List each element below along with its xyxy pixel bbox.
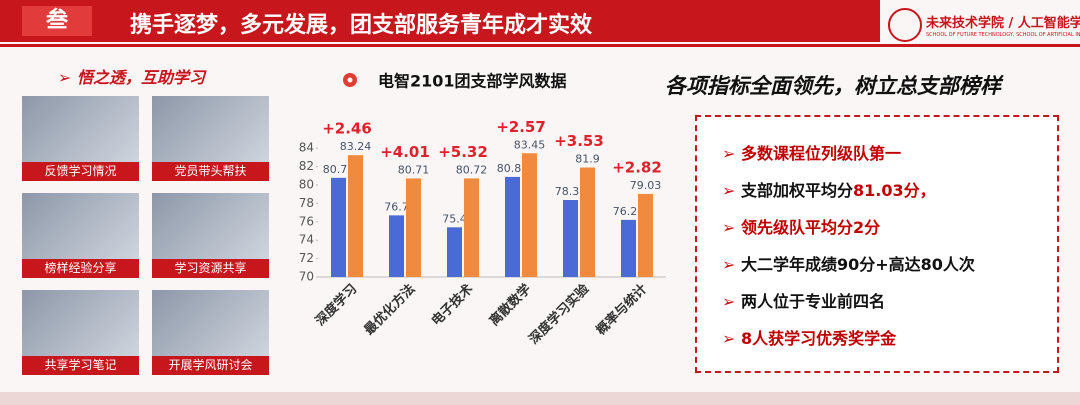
value-label: 83.45 [514, 138, 546, 151]
item-text: 大二学年成绩90分+高达80人次 [740, 255, 975, 274]
bullet: ➢ [722, 292, 741, 311]
value-label: 76.21 [613, 205, 645, 218]
y-tick-label: 72 [299, 251, 314, 265]
annotation: +2.46 [322, 120, 372, 138]
photo [22, 290, 139, 356]
y-tick-label: 74 [299, 233, 314, 247]
photo-label: 学习资源共享 [152, 259, 269, 278]
header-bar [0, 0, 880, 42]
list-item: ➢ 两人位于专业前四名 [722, 288, 885, 312]
value-label: 75.4 [442, 212, 467, 225]
y-tick-label: 82 [299, 159, 314, 173]
chart-title: 电智2101团支部学风数据 [378, 72, 567, 91]
list-item: ➢ 大二学年成绩90分+高达80人次 [722, 251, 975, 275]
bar [348, 155, 363, 277]
x-tick-label: 离散数学 [486, 281, 534, 329]
photo-label: 共享学习笔记 [22, 356, 139, 375]
pin-icon [343, 56, 357, 70]
x-tick-label: 电子技术 [428, 281, 476, 329]
photo [152, 193, 269, 259]
highlight-box [695, 115, 1059, 373]
item-text: 领先级队平均分2分 [740, 218, 881, 237]
x-tick-label: 概率与统计 [593, 281, 650, 338]
bar [406, 178, 421, 277]
section-badge: 叁 [22, 6, 92, 36]
photo-label: 榜样经验分享 [22, 259, 139, 278]
photo [152, 290, 269, 356]
y-tick-label: 84 [299, 141, 314, 155]
bar [580, 167, 595, 277]
bullet: ➢ [722, 329, 741, 348]
photo-label: 开展学风研讨会 [152, 356, 269, 375]
footer-band [0, 392, 1080, 405]
photo [152, 96, 269, 162]
logo-icon [888, 8, 922, 42]
value-label: 81.9 [575, 153, 600, 166]
x-tick-label: 深度学习实验 [526, 280, 593, 347]
y-tick-label: 76 [299, 214, 314, 228]
value-label: 80.88 [497, 162, 529, 175]
y-tick-label: 70 [299, 270, 314, 284]
x-tick-label: 最优化方法 [361, 281, 418, 338]
photo-label: 反馈学习情况 [22, 162, 139, 181]
bar [464, 178, 479, 277]
value-label: 83.24 [340, 140, 372, 153]
y-tick-label: 78 [299, 196, 314, 210]
bullet: ➢ [722, 181, 741, 200]
bar [447, 227, 462, 277]
bullet: ➢ [722, 144, 741, 163]
right-heading: 各项指标全面领先，树立总支部榜样 [665, 73, 1001, 98]
item-text: 多数课程位列级队第一 [740, 144, 901, 163]
list-item: ➢ 多数课程位列级队第一 [722, 140, 901, 164]
slide-title: 携手逐梦，多元发展，团支部服务青年成才实效 [130, 13, 593, 38]
bullet: ➢ [722, 218, 741, 237]
item-text: 8人获学习优秀奖学金 [740, 329, 897, 348]
value-label: 76.7 [384, 200, 409, 213]
item-text: 81.03分， [853, 181, 936, 200]
annotation: +2.57 [496, 118, 546, 136]
bar [505, 176, 520, 277]
item-text: 两人位于专业前四名 [740, 292, 885, 311]
list-item: ➢ 支部加权平均分81.03分， [722, 177, 936, 201]
value-label: 80.78 [323, 163, 355, 176]
annotation: +4.01 [380, 143, 430, 161]
bar [638, 193, 653, 277]
list-item: ➢ 领先级队平均分2分 [722, 214, 880, 238]
list-item: ➢ 8人获学习优秀奖学金 [722, 325, 896, 349]
left-heading: ➢ 悟之透，互助学习 [58, 68, 205, 87]
logo-en: SCHOOL OF FUTURE TECHNOLOGY, SCHOOL OF A… [926, 32, 1080, 38]
bullet: ➢ [722, 255, 741, 274]
bar [389, 215, 404, 277]
annotation: +5.32 [438, 143, 488, 161]
bar [331, 177, 346, 277]
value-label: 78.37 [555, 185, 587, 198]
annotation: +2.82 [612, 158, 662, 176]
value-label: 80.71 [398, 163, 430, 176]
photo-label: 党员带头帮扶 [152, 162, 269, 181]
y-tick-label: 80 [299, 178, 314, 192]
bar [563, 199, 578, 277]
bar [522, 153, 537, 277]
photo [22, 193, 139, 259]
pin-dot [347, 77, 353, 83]
header-line [0, 44, 1080, 47]
x-tick-label: 深度学习 [312, 281, 360, 329]
logo-cn: 未来技术学院 / 人工智能学院 [926, 16, 1080, 31]
value-label: 79.03 [630, 179, 662, 192]
value-label: 80.72 [456, 163, 488, 176]
annotation: +3.53 [554, 132, 604, 150]
bar [621, 219, 636, 277]
item-text: 支部加权平均分 [740, 181, 853, 200]
photo [22, 96, 139, 162]
